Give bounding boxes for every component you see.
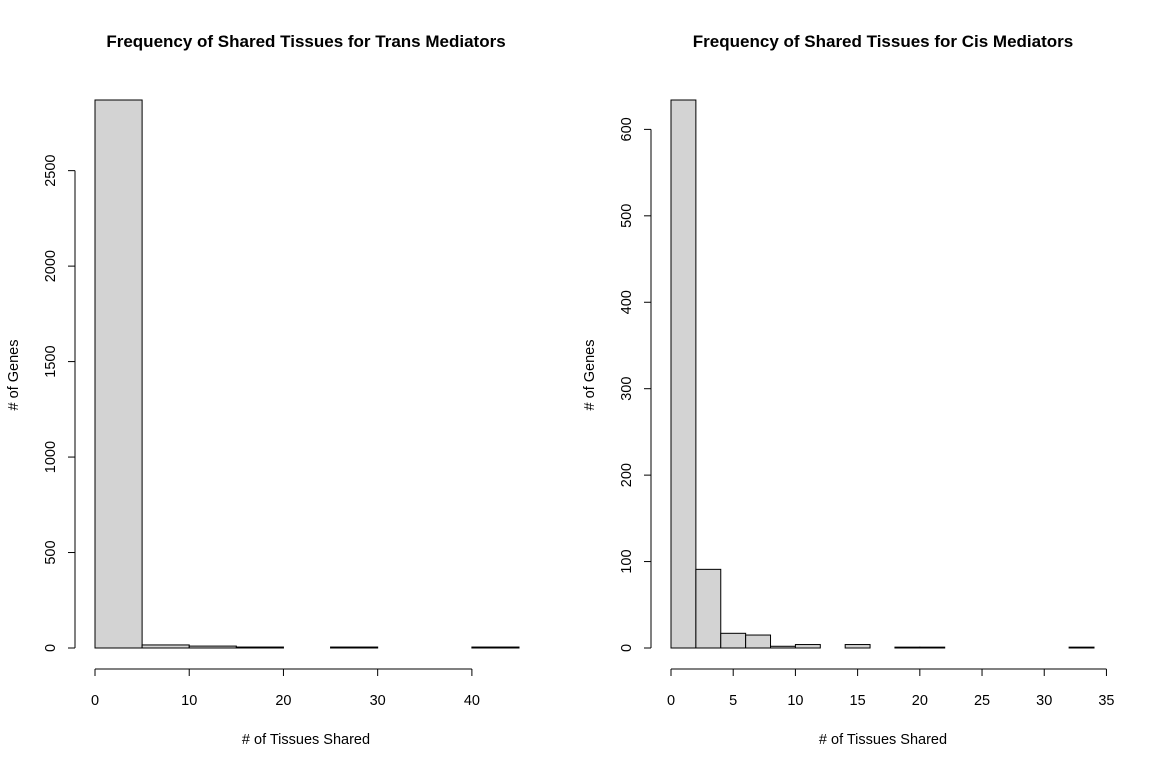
y-tick-label: 100 (619, 549, 635, 573)
x-axis-label: # of Tissues Shared (819, 732, 947, 748)
histogram-bar (770, 645, 796, 649)
y-tick-label: 2000 (43, 250, 59, 282)
y-axis: 0 500 1000 1500 2000 2500 (43, 155, 76, 652)
y-tick-label: 1000 (43, 441, 59, 473)
y-tick-label: 400 (619, 290, 635, 314)
y-tick-label: 1500 (43, 345, 59, 377)
x-tick-label: 30 (370, 693, 386, 709)
y-tick-label: 0 (43, 644, 59, 652)
y-axis: 0 100 200 300 400 500 600 (619, 117, 652, 652)
y-axis-label: # of Genes (6, 340, 22, 411)
histogram-bar (919, 646, 946, 649)
x-tick-label: 15 (850, 693, 866, 709)
histogram-bar (670, 99, 697, 649)
x-tick-label: 10 (181, 693, 197, 709)
histogram-bar (745, 634, 772, 649)
chart-title: Frequency of Shared Tissues for Trans Me… (106, 32, 505, 51)
y-tick-label: 2500 (43, 155, 59, 187)
y-tick-label: 500 (619, 204, 635, 228)
x-tick-label: 0 (667, 693, 675, 709)
histogram-bar (720, 632, 747, 649)
histogram-bar (235, 646, 284, 649)
x-tick-label: 35 (1098, 693, 1114, 709)
x-tick-label: 30 (1036, 693, 1052, 709)
histogram-bar (1068, 646, 1095, 649)
x-axis: 0 5 10 15 20 25 30 35 (667, 668, 1115, 709)
x-tick-label: 5 (729, 693, 737, 709)
histogram-bar (695, 568, 722, 649)
histogram-bar (471, 646, 520, 649)
histogram-bar (844, 644, 871, 649)
x-axis-label: # of Tissues Shared (242, 732, 370, 748)
x-tick-label: 10 (787, 693, 803, 709)
histogram-bar (141, 644, 190, 649)
y-tick-label: 200 (619, 463, 635, 487)
y-axis-label: # of Genes (582, 340, 598, 411)
chart-title: Frequency of Shared Tissues for Cis Medi… (693, 32, 1073, 51)
histogram-bar (94, 99, 143, 649)
bars-group (670, 99, 1095, 649)
x-tick-label: 20 (912, 693, 928, 709)
y-tick-label: 0 (619, 644, 635, 652)
trans-mediators-histogram: Frequency of Shared Tissues for Trans Me… (6, 32, 520, 748)
histogram-bar (794, 644, 821, 649)
y-tick-label: 600 (619, 117, 635, 141)
y-tick-label: 300 (619, 377, 635, 401)
y-tick-label: 500 (43, 540, 59, 564)
cis-mediators-histogram: Frequency of Shared Tissues for Cis Medi… (582, 32, 1115, 748)
histogram-bar (188, 645, 237, 649)
bars-group (94, 99, 520, 649)
x-tick-label: 40 (464, 693, 480, 709)
x-tick-label: 25 (974, 693, 990, 709)
x-axis: 0 10 20 30 40 (91, 668, 480, 709)
x-tick-label: 0 (91, 693, 99, 709)
histogram-bar (330, 646, 379, 649)
x-tick-label: 20 (275, 693, 291, 709)
histogram-bar (894, 646, 921, 649)
